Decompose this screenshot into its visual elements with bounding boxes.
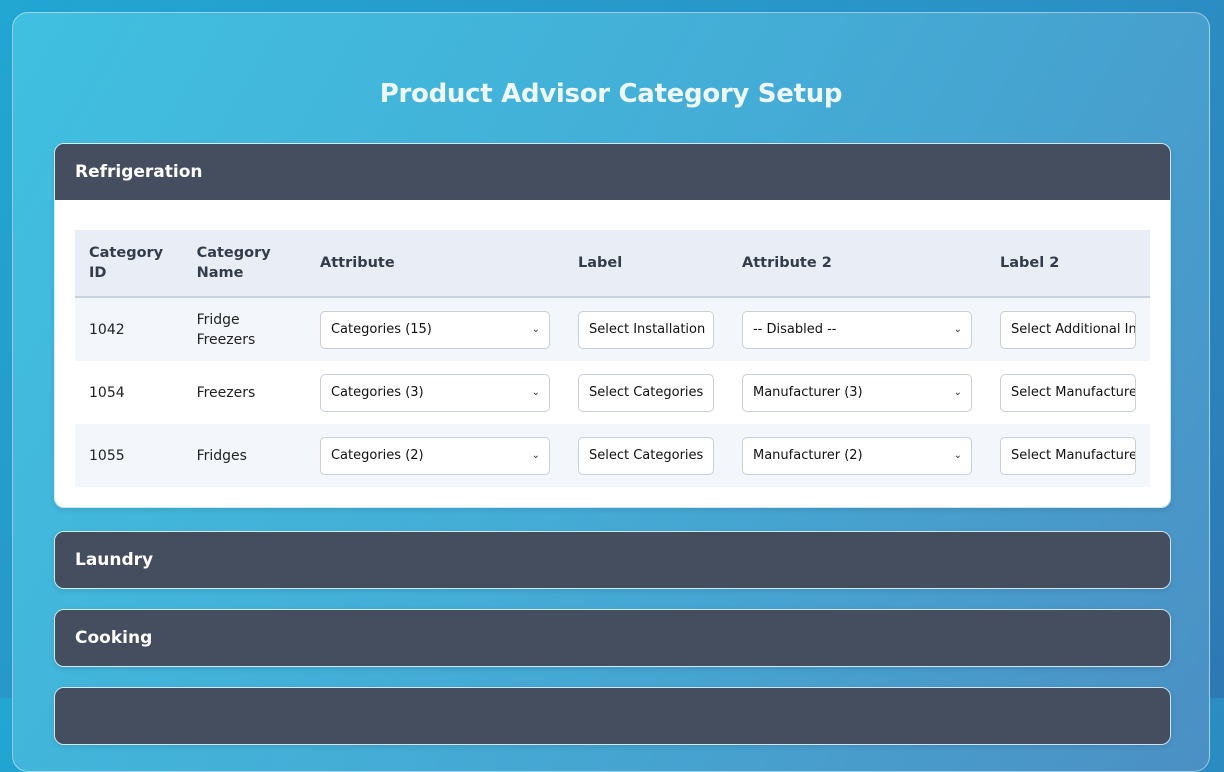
chevron-down-icon: ⌄	[953, 386, 962, 398]
section-laundry: Laundry	[54, 531, 1171, 589]
label-2-cell: Select Additional In	[986, 297, 1150, 361]
attribute-2-value: Manufacturer (3)	[752, 384, 863, 400]
attribute-2-cell: -- Disabled -- ⌄	[727, 297, 986, 361]
header-category-id: Category ID	[75, 230, 183, 298]
section-header-laundry[interactable]: Laundry	[55, 532, 1170, 588]
header-label: Label	[563, 230, 728, 298]
label-cell: Select Categories	[563, 424, 728, 487]
category-name: Fridges	[182, 424, 306, 487]
attribute-2-value: Manufacturer (2)	[752, 447, 863, 463]
chevron-down-icon: ⌄	[953, 449, 962, 461]
chevron-down-icon: ⌄	[531, 323, 540, 335]
header-label-2: Label 2	[986, 230, 1150, 298]
label-2-value: Select Additional In	[1011, 321, 1136, 337]
attribute-value: Categories (15)	[330, 321, 432, 337]
header-category-name: Category Name	[182, 230, 306, 298]
attribute-select[interactable]: Categories (2) ⌄	[319, 436, 550, 475]
attribute-select[interactable]: Categories (15) ⌄	[319, 310, 550, 349]
label-value: Select Categories	[588, 447, 704, 463]
category-name: Fridge Freezers	[182, 297, 306, 361]
section-cooking: Cooking	[54, 609, 1171, 667]
attribute-cell: Categories (3) ⌄	[306, 361, 564, 424]
chevron-down-icon: ⌄	[953, 323, 962, 335]
attribute-2-cell: Manufacturer (3) ⌄	[728, 361, 986, 424]
main-panel: Product Advisor Category Setup Refrigera…	[12, 12, 1210, 772]
table-row: 1054 Freezers Categories (3) ⌄ Select Cat…	[75, 361, 1150, 424]
attribute-value: Categories (2)	[330, 447, 424, 463]
label-2-input[interactable]: Select Manufacturer	[1000, 373, 1136, 412]
attribute-cell: Categories (2) ⌄	[305, 424, 564, 487]
label-input[interactable]: Select Categories	[577, 373, 714, 412]
page-title: Product Advisor Category Setup	[379, 79, 843, 109]
attribute-2-cell: Manufacturer (2) ⌄	[727, 424, 986, 487]
section-body-refrigeration: Category ID Category Name Attribute Labe…	[55, 200, 1170, 507]
category-table: Category ID Category Name Attribute Labe…	[75, 230, 1150, 487]
label-2-input[interactable]: Select Additional In	[1000, 310, 1136, 349]
header-attribute: Attribute	[305, 230, 564, 298]
table-row: 1042 Fridge Freezers Categories (15) ⌄ Se…	[75, 297, 1150, 361]
label-2-cell: Select Manufacturer	[986, 424, 1150, 487]
section-header-4[interactable]	[55, 688, 1170, 744]
table-header-row: Category ID Category Name Attribute Labe…	[75, 230, 1150, 298]
label-input[interactable]: Select Categories	[577, 436, 714, 475]
label-2-cell: Select Manufacturer	[986, 361, 1150, 424]
label-value: Select Categories	[588, 384, 704, 400]
section-4	[54, 687, 1171, 745]
category-id: 1054	[89, 384, 125, 401]
label-2-value: Select Manufacturer	[1011, 384, 1136, 400]
chevron-down-icon: ⌄	[531, 386, 540, 398]
attribute-cell: Categories (15) ⌄	[305, 297, 564, 361]
table-row: 1055 Fridges Categories (2) ⌄ Select Cate…	[75, 424, 1150, 487]
label-cell: Select Installation	[563, 297, 728, 361]
label-2-value: Select Manufacturer	[1011, 447, 1136, 463]
section-header-cooking[interactable]: Cooking	[55, 610, 1170, 666]
label-2-input[interactable]: Select Manufacturer	[1000, 436, 1136, 475]
label-input[interactable]: Select Installation	[577, 310, 714, 349]
header-attribute-2: Attribute 2	[727, 230, 986, 298]
label-value: Select Installation	[588, 321, 706, 337]
attribute-2-select[interactable]: -- Disabled -- ⌄	[741, 310, 972, 349]
attribute-2-select[interactable]: Manufacturer (3) ⌄	[741, 373, 972, 412]
attribute-2-value: -- Disabled --	[752, 321, 837, 337]
category-name: Freezers	[196, 384, 256, 401]
section-header-refrigeration[interactable]: Refrigeration	[55, 144, 1170, 200]
category-id: 1042	[75, 297, 183, 361]
chevron-down-icon: ⌄	[531, 449, 540, 461]
attribute-value: Categories (3)	[330, 384, 424, 400]
attribute-2-select[interactable]: Manufacturer (2) ⌄	[741, 436, 972, 475]
category-id: 1055	[75, 424, 183, 487]
section-refrigeration: Refrigeration Category ID Category Name …	[54, 143, 1171, 508]
label-cell: Select Categories	[564, 361, 728, 424]
attribute-select[interactable]: Categories (3) ⌄	[319, 373, 550, 412]
